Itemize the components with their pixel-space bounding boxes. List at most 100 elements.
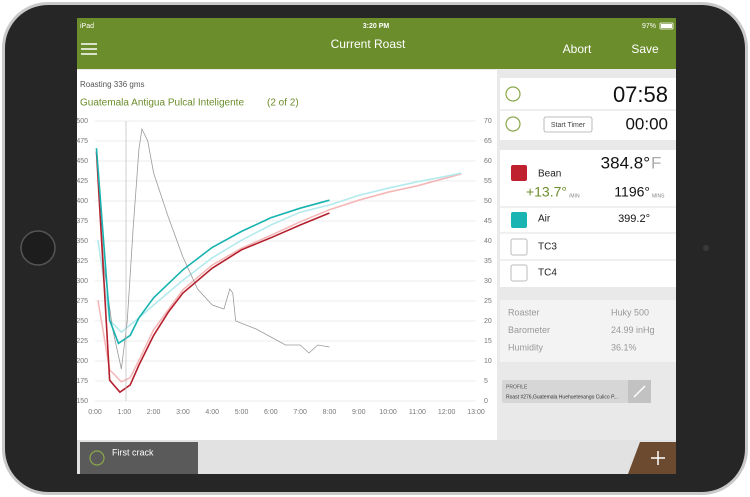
x-tick-label: 4:00	[205, 409, 219, 416]
probe-rate-unit: /MIN	[569, 193, 580, 199]
x-tick-label: 0:00	[88, 409, 102, 416]
y-tick-label: 150	[76, 398, 88, 405]
menu-icon[interactable]	[81, 43, 97, 55]
info-label: Roaster	[508, 307, 540, 317]
probe-projected-unit: MINS	[652, 193, 665, 199]
probe-value: 399.2°	[618, 213, 650, 225]
y-tick-label: 500	[76, 118, 88, 125]
y-tick-label: 450	[76, 158, 88, 165]
probe-value: 384.8°	[601, 153, 650, 172]
status-battery: 97%	[642, 23, 656, 30]
profile-card[interactable]	[502, 380, 651, 403]
series-line	[95, 151, 330, 394]
nav-title: Current Roast	[331, 37, 406, 51]
info-value: 36.1%	[611, 342, 637, 352]
save-button[interactable]: Save	[631, 42, 659, 56]
clock-icon	[505, 86, 521, 102]
probe-name: Bean	[538, 169, 561, 180]
y-tick-label: 200	[76, 358, 88, 365]
battery-icon	[659, 22, 674, 30]
y2-tick-label: 50	[484, 198, 492, 205]
x-tick-label: 5:00	[235, 409, 249, 416]
y-tick-label: 400	[76, 198, 88, 205]
home-button[interactable]	[20, 230, 56, 266]
y2-tick-label: 30	[484, 278, 492, 285]
y2-tick-label: 5	[484, 378, 488, 385]
y2-tick-label: 60	[484, 158, 492, 165]
probe-unit: F	[651, 153, 661, 172]
probe-swatch[interactable]	[511, 212, 527, 228]
probe-swatch[interactable]	[511, 165, 527, 181]
profile-label: PROFILE	[506, 384, 528, 390]
x-tick-label: 7:00	[293, 409, 307, 416]
probe-rate: +13.7°	[526, 184, 567, 200]
x-tick-label: 1:00	[117, 409, 131, 416]
probe-name: TC4	[538, 268, 557, 279]
y2-tick-label: 40	[484, 238, 492, 245]
y2-tick-label: 70	[484, 118, 492, 125]
x-tick-label: 2:00	[147, 409, 161, 416]
plus-icon[interactable]	[651, 451, 665, 465]
nav-bar	[77, 18, 676, 69]
pencil-icon	[633, 385, 646, 398]
start-timer-button[interactable]	[543, 116, 593, 133]
x-tick-label: 6:00	[264, 409, 278, 416]
abort-button[interactable]: Abort	[563, 42, 592, 56]
start-timer-label[interactable]: Start Timer	[551, 122, 586, 129]
battery-level	[661, 24, 672, 28]
y2-tick-label: 65	[484, 138, 492, 145]
y-tick-label: 375	[76, 218, 88, 225]
event-button[interactable]	[80, 442, 198, 474]
series-line	[97, 172, 462, 334]
y-tick-label: 325	[76, 258, 88, 265]
probe-name: Air	[538, 214, 551, 225]
timer: 00:00	[625, 114, 668, 133]
probe-swatch[interactable]	[510, 264, 528, 282]
y2-tick-label: 35	[484, 258, 492, 265]
y2-tick-label: 55	[484, 178, 492, 185]
camera	[703, 245, 709, 251]
chart-panel	[77, 70, 497, 440]
series-line	[97, 173, 462, 383]
probe-card	[500, 150, 676, 287]
probe-projected: 1196°	[614, 184, 650, 200]
probe-swatch[interactable]	[510, 238, 528, 256]
info-card	[500, 300, 676, 362]
x-tick-label: 8:00	[323, 409, 337, 416]
y2-tick-label: 25	[484, 298, 492, 305]
chart-title-note: (2 of 2)	[267, 98, 299, 109]
event-label[interactable]: First crack	[112, 447, 154, 457]
y2-tick-label: 45	[484, 218, 492, 225]
y-tick-label: 425	[76, 178, 88, 185]
x-tick-label: 13:00	[467, 409, 485, 416]
y2-tick-label: 20	[484, 318, 492, 325]
info-value: Huky 500	[611, 307, 649, 317]
status-device: iPad	[80, 23, 94, 30]
elapsed-time: 07:58	[613, 82, 668, 107]
info-value: 24.99 inHg	[611, 325, 655, 335]
y2-tick-label: 0	[484, 398, 488, 405]
chart-subtitle: Roasting 336 gms	[80, 80, 144, 89]
y-tick-label: 350	[76, 238, 88, 245]
clock-icon	[505, 116, 521, 132]
x-tick-label: 12:00	[438, 409, 456, 416]
y-tick-label: 275	[76, 298, 88, 305]
x-tick-label: 3:00	[176, 409, 190, 416]
y2-tick-label: 15	[484, 338, 492, 345]
series-line	[95, 148, 330, 345]
probe-name: TC3	[538, 242, 557, 253]
y-tick-label: 475	[76, 138, 88, 145]
series-line	[96, 127, 330, 370]
y-tick-label: 250	[76, 318, 88, 325]
y2-tick-label: 10	[484, 358, 492, 365]
y-tick-label: 175	[76, 378, 88, 385]
x-tick-label: 9:00	[352, 409, 366, 416]
y-tick-label: 300	[76, 278, 88, 285]
info-label: Barometer	[508, 325, 550, 335]
plot: 1501752002252502753003253503754004254504…	[76, 118, 492, 416]
row-dividers	[500, 206, 676, 261]
chart-title: Guatemala Antigua Pulcal Inteligente	[80, 98, 244, 109]
clock-icon	[89, 450, 105, 466]
x-tick-label: 10:00	[379, 409, 397, 416]
